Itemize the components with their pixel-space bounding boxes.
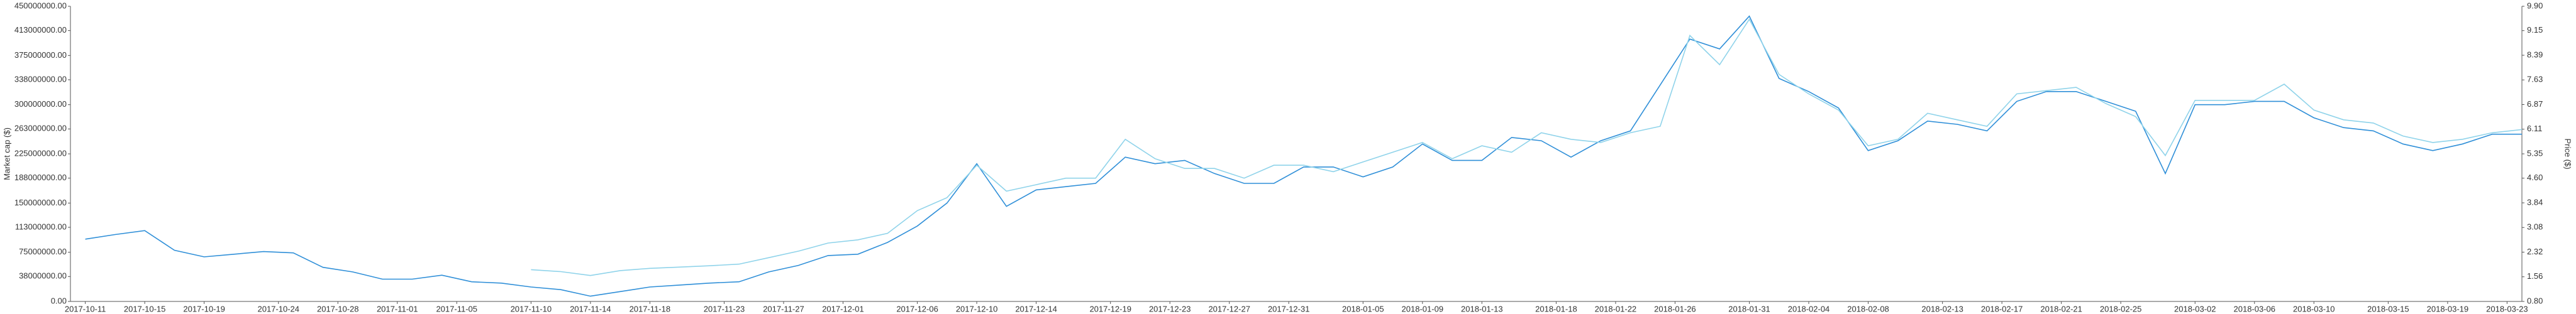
y2-axis-title: Price ($) (2563, 138, 2573, 169)
y2-tick-label: 8.39 (2527, 50, 2543, 59)
y-tick-label: 0.00 (51, 296, 67, 305)
x-tick-label: 2017-12-10 (956, 304, 998, 313)
y2-tick-label: 0.80 (2527, 296, 2543, 305)
y-tick-label: 338000000.00 (14, 74, 67, 84)
y2-tick-label: 7.63 (2527, 75, 2543, 84)
y-tick-label: 225000000.00 (14, 148, 67, 158)
x-tick-label: 2017-12-31 (1268, 304, 1310, 313)
x-tick-label: 2017-10-11 (65, 304, 106, 313)
x-tick-label: 2018-03-10 (2293, 304, 2335, 313)
y-tick-label: 300000000.00 (14, 99, 67, 109)
y2-tick-label: 2.32 (2527, 247, 2543, 256)
y-tick-label: 375000000.00 (14, 50, 67, 60)
x-tick-label: 2017-11-10 (511, 304, 552, 313)
x-tick-label: 2017-11-27 (763, 304, 804, 313)
x-tick-label: 2018-03-02 (2174, 304, 2216, 313)
y2-tick-label: 6.11 (2527, 124, 2542, 133)
y2-tick-label: 9.15 (2527, 25, 2543, 35)
y-axis-title: Market cap ($) (2, 127, 11, 180)
x-tick-label: 2017-10-28 (317, 304, 359, 313)
x-tick-label: 2017-11-05 (436, 304, 477, 313)
y2-tick-label: 4.60 (2527, 173, 2543, 182)
x-tick-label: 2018-03-15 (2367, 304, 2409, 313)
y2-tick-label: 6.87 (2527, 99, 2543, 109)
x-tick-label: 2017-12-14 (1015, 304, 1057, 313)
y2-tick-label: 1.56 (2527, 271, 2543, 281)
x-tick-label: 2018-03-19 (2427, 304, 2469, 313)
y-tick-label: 450000000.00 (14, 1, 67, 10)
x-tick-label: 2017-11-14 (570, 304, 611, 313)
x-tick-label: 2017-11-18 (630, 304, 671, 313)
x-tick-label: 2017-10-15 (124, 304, 166, 313)
y-tick-label: 188000000.00 (14, 173, 67, 182)
x-tick-label: 2018-02-04 (1788, 304, 1830, 313)
y-tick-label: 150000000.00 (14, 198, 67, 207)
series-line (85, 15, 2522, 297)
x-tick-label: 2018-01-05 (1342, 304, 1384, 313)
series-line (531, 18, 2523, 276)
x-tick-label: 2018-01-13 (1461, 304, 1503, 313)
x-tick-label: 2017-12-01 (822, 304, 864, 313)
x-tick-label: 2017-11-01 (377, 304, 418, 313)
x-tick-label: 2017-11-23 (704, 304, 745, 313)
x-tick-label: 2017-10-24 (257, 304, 299, 313)
x-tick-label: 2018-02-13 (1921, 304, 1963, 313)
x-tick-label: 2017-12-27 (1208, 304, 1250, 313)
y2-tick-label: 5.35 (2527, 148, 2543, 158)
y2-tick-label: 9.90 (2527, 1, 2543, 10)
x-tick-label: 2018-01-22 (1595, 304, 1637, 313)
y2-tick-label: 3.08 (2527, 222, 2543, 232)
y-tick-label: 38000000.00 (19, 271, 67, 281)
x-tick-label: 2018-03-06 (2234, 304, 2276, 313)
x-tick-label: 2018-02-21 (2040, 304, 2082, 313)
x-tick-label: 2017-12-19 (1089, 304, 1131, 313)
y-tick-label: 113000000.00 (15, 222, 67, 231)
y2-tick-label: 3.84 (2527, 197, 2543, 207)
y-tick-label: 75000000.00 (19, 247, 67, 256)
x-tick-label: 2018-02-25 (2100, 304, 2142, 313)
x-tick-label: 2018-01-09 (1402, 304, 1444, 313)
x-tick-label: 2018-01-31 (1728, 304, 1770, 313)
x-tick-label: 2018-02-17 (1981, 304, 2023, 313)
x-tick-label: 2018-03-23 (2486, 304, 2528, 313)
x-tick-label: 2017-10-19 (183, 304, 225, 313)
x-tick-label: 2018-01-18 (1535, 304, 1577, 313)
x-tick-label: 2017-12-06 (896, 304, 938, 313)
y-tick-label: 413000000.00 (14, 25, 67, 35)
x-tick-label: 2018-01-26 (1654, 304, 1696, 313)
x-tick-label: 2018-02-08 (1847, 304, 1889, 313)
y-tick-label: 263000000.00 (14, 124, 67, 133)
x-tick-label: 2017-12-23 (1149, 304, 1191, 313)
